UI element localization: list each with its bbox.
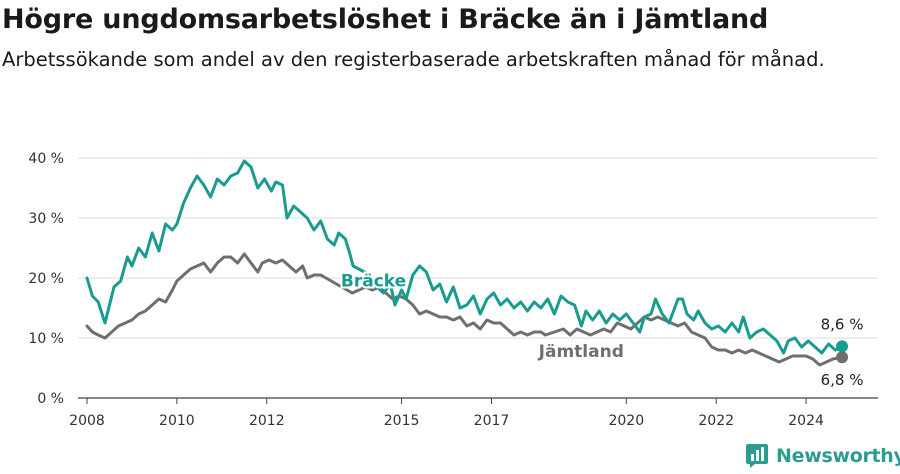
- x-tick-label: 2012: [249, 413, 285, 429]
- y-tick-label: 30 %: [28, 211, 64, 227]
- y-tick-label: 20 %: [28, 271, 64, 287]
- chart-subtitle: Arbetssökande som andel av den registerb…: [2, 48, 825, 71]
- grid-layer: [78, 157, 878, 404]
- y-tick-label: 10 %: [28, 331, 64, 347]
- series-label-bracke: Bräcke: [341, 271, 406, 291]
- series-line-jamtland: [85, 252, 844, 367]
- x-tick-label: 2024: [788, 413, 824, 429]
- x-tick-label: 2020: [608, 413, 644, 429]
- x-tick-label: 2015: [384, 413, 420, 429]
- brand-name: Newsworthy: [776, 445, 900, 467]
- x-tick-label: 2008: [69, 413, 105, 429]
- x-tick-label: 2010: [159, 413, 195, 429]
- x-tick-label: 2017: [474, 413, 510, 429]
- end-point-jamtland: [836, 351, 849, 364]
- end-point-bracke: [836, 340, 849, 353]
- y-tick-label: 40 %: [28, 151, 64, 167]
- newsworthy-logo: Newsworthy: [744, 443, 900, 469]
- chart-title: Högre ungdomsarbetslöshet i Bräcke än i …: [2, 4, 769, 35]
- x-tick-label: 2022: [698, 413, 734, 429]
- y-tick-label: 0 %: [37, 391, 64, 407]
- label-layer: 0 % 10 % 20 % 30 % 40 % 2008 2010 2012 2015 2017 2…: [28, 151, 863, 429]
- end-value-label-bracke: 8,6 %: [821, 315, 864, 333]
- newsworthy-logo-icon: [746, 444, 768, 468]
- series-label-jamtland: Jämtland: [538, 342, 624, 362]
- series-line-bracke: [85, 159, 844, 355]
- end-value-label-jamtland: 6,8 %: [821, 371, 864, 389]
- series-layer: [85, 159, 849, 367]
